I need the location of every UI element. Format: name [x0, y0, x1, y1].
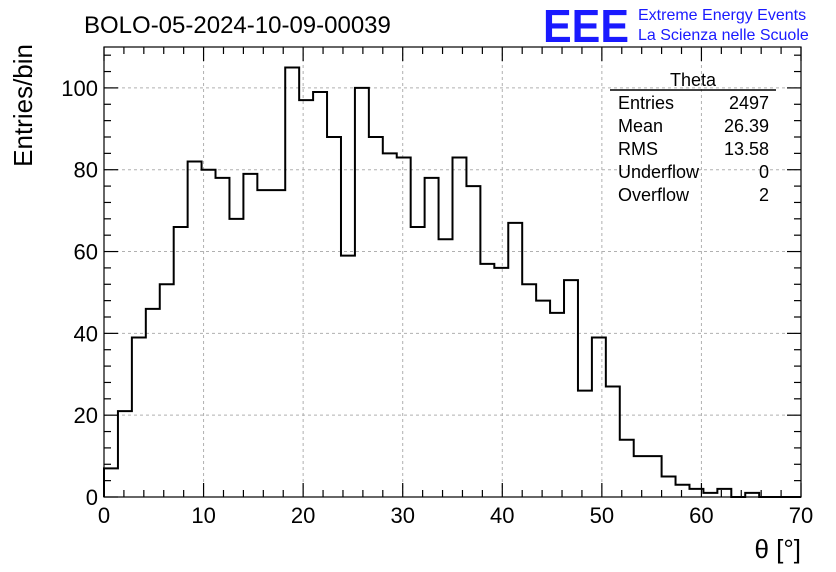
chart-title: BOLO-05-2024-10-09-00039	[84, 12, 391, 39]
stats-value: 0	[759, 162, 769, 182]
plot-frame	[103, 46, 802, 498]
axis-ticks	[103, 47, 802, 498]
x-axis-title: θ [°]	[754, 534, 801, 564]
stats-label: Overflow	[618, 185, 690, 205]
x-tick-label: 0	[98, 503, 110, 528]
grid-lines	[104, 47, 801, 497]
logo-line-2: La Scienza nelle Scuole	[638, 27, 809, 44]
y-tick-label: 60	[74, 240, 98, 265]
stats-label: Entries	[618, 93, 674, 113]
x-tick-label: 30	[390, 503, 414, 528]
stats-rows: Entries 2497 Mean 26.39 RMS 13.58 Underflow 0 Ov…	[618, 93, 769, 205]
stats-label: Underflow	[618, 162, 700, 182]
x-tick-label: 20	[291, 503, 315, 528]
stats-label: RMS	[618, 139, 658, 159]
stats-title: Theta	[670, 70, 717, 90]
stats-value: 13.58	[724, 139, 769, 159]
x-tick-label: 70	[789, 503, 813, 528]
stats-value: 2	[759, 185, 769, 205]
stats-value: 2497	[729, 93, 769, 113]
y-tick-label: 20	[74, 403, 98, 428]
y-axis-title: Entries/bin	[8, 44, 38, 167]
y-tick-label: 40	[74, 321, 98, 346]
x-tick-label: 40	[490, 503, 514, 528]
y-tick-label: 100	[61, 76, 98, 101]
x-tick-label: 60	[689, 503, 713, 528]
y-tick-label: 80	[74, 158, 98, 183]
logo-line-1: Extreme Energy Events	[638, 7, 806, 24]
y-tick-label: 0	[86, 485, 98, 510]
histogram-series-theta	[103, 66, 801, 498]
x-tick-label: 50	[590, 503, 614, 528]
stats-box: Theta Entries 2497 Mean 26.39 RMS 13.58 Underf…	[610, 70, 776, 205]
x-tick-label: 10	[191, 503, 215, 528]
logo-letters: EEE	[543, 0, 629, 52]
stats-value: 26.39	[724, 116, 769, 136]
stats-label: Mean	[618, 116, 663, 136]
eee-logo: EEE Extreme Energy Events La Scienza nel…	[543, 0, 809, 52]
